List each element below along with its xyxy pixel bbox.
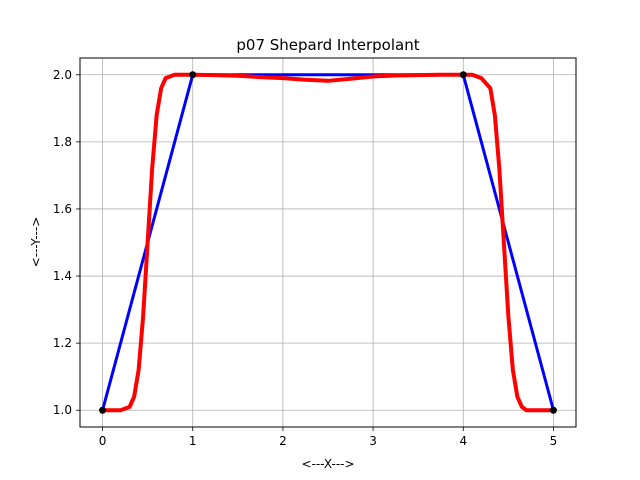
x-tick-label: 0 bbox=[99, 434, 107, 448]
y-tick-label: 1.2 bbox=[53, 336, 72, 350]
data-point-marker bbox=[189, 71, 197, 79]
data-point-marker bbox=[549, 406, 557, 414]
y-axis-label: <---Y---> bbox=[29, 217, 43, 268]
data-point-marker bbox=[459, 71, 467, 79]
y-tick-label: 1.0 bbox=[53, 403, 72, 417]
plot-frame bbox=[79, 57, 577, 428]
y-tick-label: 2.0 bbox=[53, 68, 72, 82]
x-tick-label: 4 bbox=[459, 434, 467, 448]
tick-layer: 0 1 2 3 4 5 1.0 1.2 1.4 1.6 1.8 2.0 bbox=[53, 68, 557, 448]
data-point-marker bbox=[99, 406, 107, 414]
x-axis-label: <---X---> bbox=[301, 457, 354, 471]
shepard-interpolant-line bbox=[100, 72, 556, 413]
series-layer bbox=[100, 72, 556, 413]
x-tick-label: 1 bbox=[189, 434, 197, 448]
x-tick-label: 2 bbox=[279, 434, 287, 448]
y-tick-label: 1.4 bbox=[53, 269, 72, 283]
x-tick-label: 5 bbox=[550, 434, 558, 448]
chart-title: p07 Shepard Interpolant bbox=[236, 36, 419, 54]
grid-layer bbox=[80, 58, 576, 427]
x-tick-label: 3 bbox=[369, 434, 377, 448]
points-layer bbox=[99, 71, 557, 414]
y-tick-label: 1.8 bbox=[53, 135, 72, 149]
y-tick-label: 1.6 bbox=[53, 202, 72, 216]
